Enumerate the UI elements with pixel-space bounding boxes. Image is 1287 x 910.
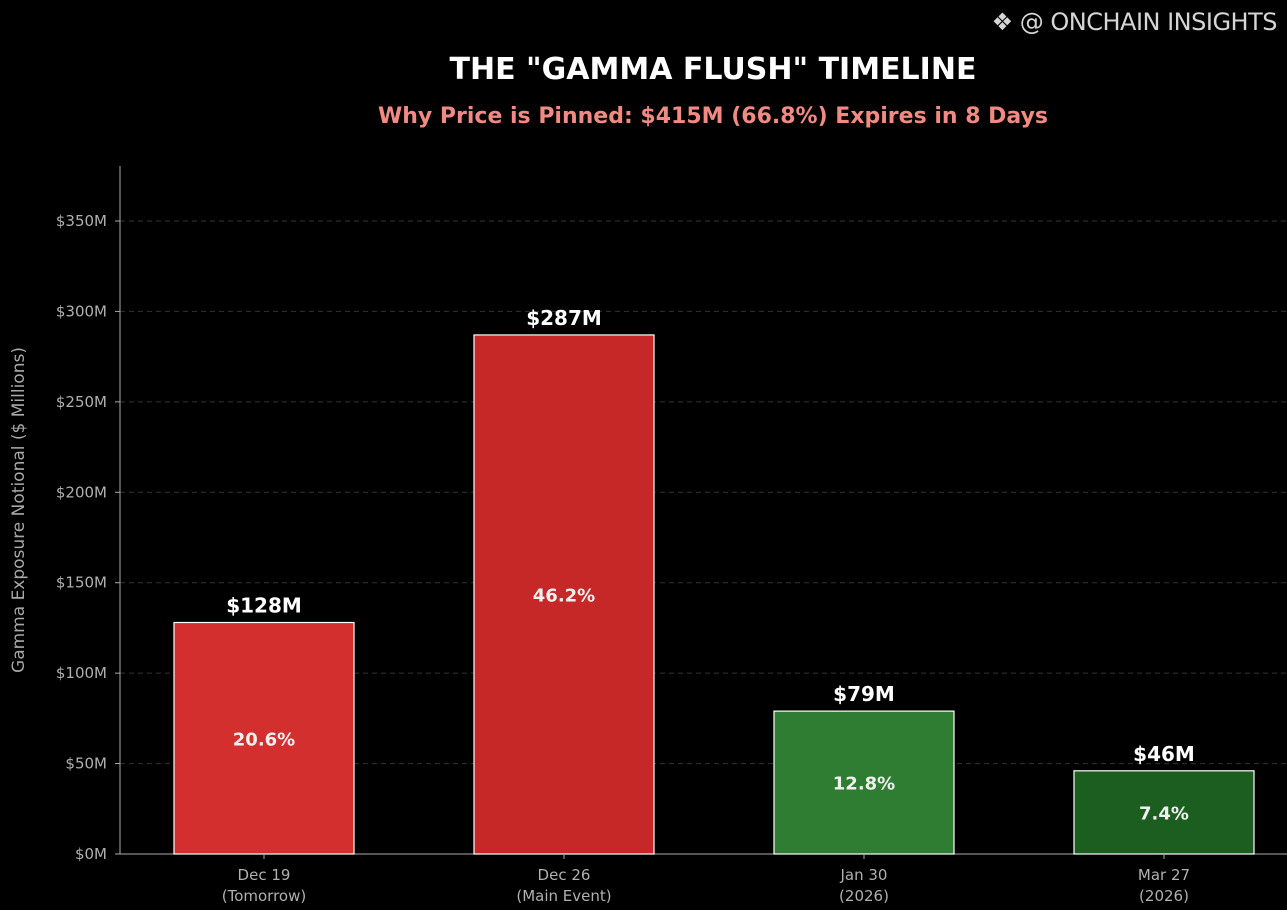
bar xyxy=(473,334,655,855)
x-tick-label: Dec 26 xyxy=(538,866,591,884)
y-tick-label: $350M xyxy=(56,212,107,230)
binance-logo-icon: ❖ xyxy=(991,8,1014,36)
bar xyxy=(1073,770,1255,855)
bar-value-label: $128M xyxy=(226,594,302,618)
bar xyxy=(173,621,355,855)
bar-percent-label: 20.6% xyxy=(233,729,295,750)
y-tick-label: $100M xyxy=(56,664,107,682)
y-tick-label: $50M xyxy=(65,755,107,773)
x-tick-sublabel: (2026) xyxy=(839,887,889,905)
x-tick-label: Dec 19 xyxy=(238,866,291,884)
x-tick-label: Jan 30 xyxy=(840,866,888,884)
y-tick-label: $0M xyxy=(75,845,107,863)
bar-value-label: $287M xyxy=(526,306,602,330)
y-tick-label: $300M xyxy=(56,302,107,320)
bar-value-label: $46M xyxy=(1133,742,1195,766)
y-tick-label: $200M xyxy=(56,483,107,501)
bar-percent-label: 46.2% xyxy=(533,585,595,606)
x-tick-label: Mar 27 xyxy=(1138,866,1190,884)
x-tick-sublabel: (2026) xyxy=(1139,887,1189,905)
y-tick-label: $150M xyxy=(56,574,107,592)
x-tick-sublabel: (Main Event) xyxy=(516,887,611,905)
bar xyxy=(773,710,955,855)
bar-value-label: $79M xyxy=(833,682,895,706)
bar-percent-label: 12.8% xyxy=(833,774,895,795)
bar-percent-label: 7.4% xyxy=(1139,803,1189,824)
chart-title: THE "GAMMA FLUSH" TIMELINE xyxy=(449,52,977,87)
x-tick-sublabel: (Tomorrow) xyxy=(222,887,306,905)
y-axis-label: Gamma Exposure Notional ($ Millions) xyxy=(9,347,29,673)
watermark-text: @ ONCHAIN INSIGHTS xyxy=(1019,8,1278,36)
y-tick-label: $250M xyxy=(56,393,107,411)
watermark: ❖ @ ONCHAIN INSIGHTS xyxy=(991,8,1278,36)
chart-subtitle: Why Price is Pinned: $415M (66.8%) Expir… xyxy=(377,104,1049,129)
